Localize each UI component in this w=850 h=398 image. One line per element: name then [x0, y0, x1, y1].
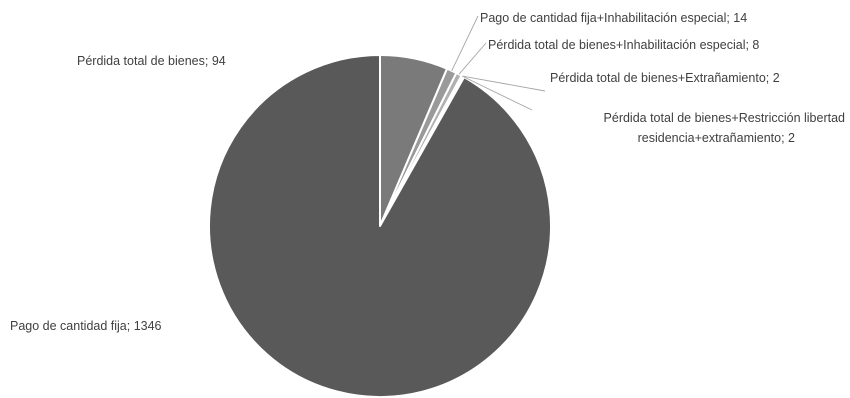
leader-line-2 — [458, 42, 487, 75]
label-perdida-restriccion-line2: residencia+extrañamiento; 2 — [638, 131, 795, 145]
leader-line-4 — [463, 76, 533, 111]
label-perdida-inhabilitacion: Pérdida total de bienes+Inhabilitación e… — [488, 38, 759, 52]
label-perdida-total-bienes: Pérdida total de bienes; 94 — [77, 54, 226, 68]
pie-slices — [208, 54, 552, 398]
label-perdida-extranamiento: Pérdida total de bienes+Extrañamiento; 2 — [550, 71, 780, 85]
leader-lines — [451, 15, 546, 111]
leader-line-1 — [451, 15, 479, 71]
pie-slice-5 — [208, 54, 552, 398]
label-perdida-restriccion-line1: Pérdida total de bienes+Restricción libe… — [604, 111, 846, 125]
leader-line-3 — [462, 75, 546, 92]
label-pago-fija-inhabilitacion: Pago de cantidad fija+Inhabilitación esp… — [480, 11, 747, 25]
label-pago-cantidad-fija: Pago de cantidad fija; 1346 — [10, 319, 162, 333]
